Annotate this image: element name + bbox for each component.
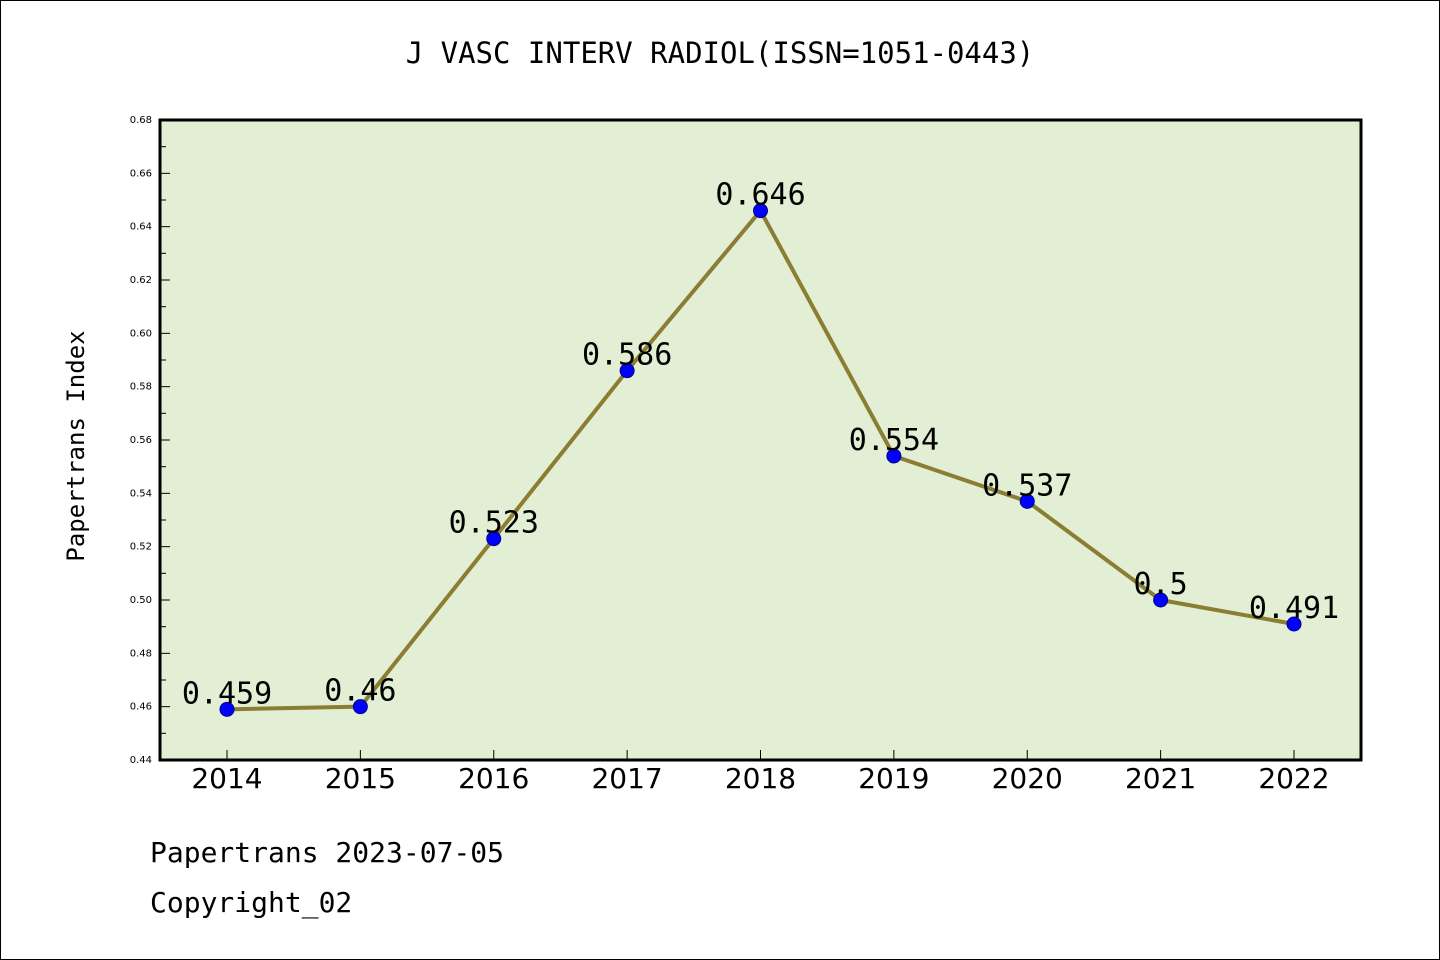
plot-area [160, 120, 1361, 760]
data-label: 0.459 [182, 676, 272, 711]
x-tick-label: 2019 [858, 762, 929, 795]
data-point [1019, 493, 1035, 509]
data-labels: 0.459 0.46 0.523 0.586 0.646 0.554 0.537 0.5 0.4… [182, 178, 1339, 712]
y-tick-label: 0.56 [130, 435, 152, 446]
data-label: 0.523 [449, 506, 539, 541]
data-point [886, 448, 902, 464]
series-markers [219, 203, 1302, 717]
data-label: 0.646 [715, 178, 805, 213]
chart-title: J VASC INTERV RADIOL(ISSN=1051-0443) [405, 36, 1035, 70]
data-label: 0.586 [582, 338, 672, 373]
plot-border [158, 118, 1363, 762]
x-tick-label: 2016 [458, 762, 529, 795]
data-point [219, 701, 235, 717]
y-tick-label: 0.52 [130, 542, 152, 553]
y-tick-label: 0.44 [130, 755, 152, 766]
y-tick-label: 0.48 [130, 648, 152, 659]
x-tick-label: 2020 [992, 762, 1063, 795]
y-tick-label: 0.68 [130, 115, 152, 126]
y-tick-label: 0.62 [130, 275, 152, 286]
data-point [486, 531, 502, 547]
y-tick-label: 0.66 [130, 168, 152, 179]
y-tick-label: 0.58 [130, 382, 152, 393]
data-label: 0.554 [849, 423, 939, 458]
data-point [753, 203, 768, 219]
data-label: 0.537 [982, 468, 1072, 503]
y-tick-label: 0.46 [130, 702, 152, 713]
data-point [352, 699, 368, 715]
y-axis-label: Papertrans Index [62, 330, 90, 561]
footer-copyright: Copyright_02 [150, 886, 353, 919]
data-point [1153, 592, 1169, 608]
x-tick-label: 2018 [725, 762, 796, 795]
y-tick-label: 0.54 [130, 488, 152, 499]
y-tick-label: 0.64 [130, 222, 152, 233]
y-tick-label: 0.60 [130, 328, 152, 339]
data-label: 0.5 [1134, 567, 1188, 602]
x-tick-label: 2014 [191, 762, 262, 795]
x-tick-label: 2017 [591, 762, 662, 795]
x-tick-label: 2015 [325, 762, 396, 795]
y-tick-label: 0.50 [130, 595, 152, 606]
footer-date: Papertrans 2023-07-05 [150, 836, 505, 869]
data-label: 0.491 [1249, 591, 1339, 626]
x-axis: 2014 2015 2016 2017 2018 2019 2020 2021 2022 [191, 750, 1330, 795]
data-point [619, 363, 635, 379]
x-tick-label: 2021 [1125, 762, 1196, 795]
x-tick-label: 2022 [1258, 762, 1329, 795]
data-point [1286, 616, 1302, 632]
data-label: 0.46 [324, 674, 396, 709]
